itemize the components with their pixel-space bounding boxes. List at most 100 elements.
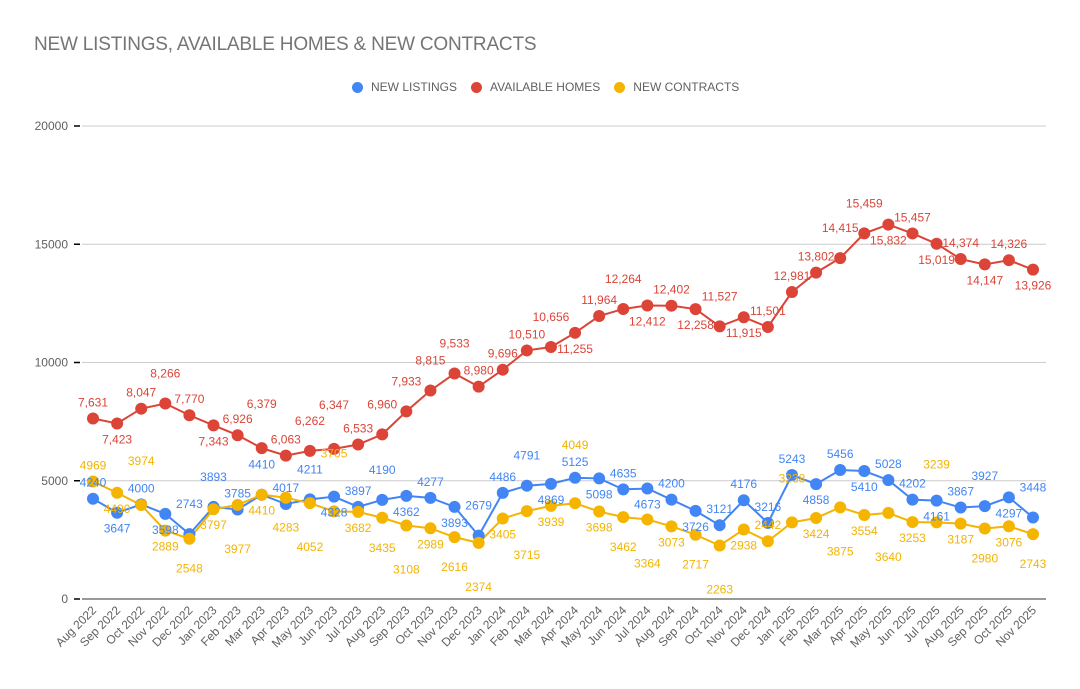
data-point [1027,511,1039,524]
data-label: 4858 [803,493,830,507]
legend-label: NEW CONTRACTS [633,80,740,94]
data-point [906,493,919,506]
data-label: 3462 [610,540,637,554]
data-point [689,504,702,517]
data-label: 7,933 [391,374,421,388]
data-label: 3974 [128,454,155,468]
y-tick-label: 15000 [35,237,69,251]
data-label: 3076 [996,535,1023,549]
data-label: 2980 [971,552,998,566]
data-label: 3647 [104,522,131,536]
data-label: 3867 [947,485,974,499]
data-label: 3424 [803,527,830,541]
legend-item-new-listings[interactable]: NEW LISTINGS [352,80,457,94]
legend-marker [352,81,363,93]
data-label: 4969 [80,458,107,472]
data-label: 6,960 [367,397,397,411]
data-point [954,501,967,514]
data-label: 2374 [465,580,492,594]
data-point [472,380,485,393]
data-label: 4635 [610,466,637,480]
data-label: 3187 [947,533,974,547]
data-point [448,500,461,513]
data-label: 3682 [345,521,372,535]
data-label: 8,815 [415,354,445,368]
data-point [761,516,774,529]
data-label: 12,264 [605,272,642,286]
data-point [328,442,341,455]
data-point [858,227,871,240]
data-label: 4200 [658,477,685,491]
data-label: 2938 [730,539,757,553]
data-label: 5125 [562,455,589,469]
data-label: 15,832 [870,234,907,248]
data-label: 3435 [369,541,396,555]
data-label: 4202 [899,477,926,491]
data-label: 3897 [345,484,372,498]
data-point [1002,491,1015,504]
data-label: 7,631 [78,396,108,410]
data-label: 11,915 [726,326,762,340]
data-point [834,463,847,476]
data-label: 7,423 [102,432,132,446]
data-point [593,472,606,485]
data-label: 10,656 [533,310,570,324]
data-point [713,539,726,552]
data-point [303,444,316,457]
data-point [207,419,220,432]
series-line [92,223,1034,457]
data-label: 3715 [513,548,540,562]
data-label: 4000 [128,481,155,495]
data-label: 4673 [634,497,661,511]
data-point [713,320,726,333]
data-label: 14,374 [942,236,979,250]
data-label: 2743 [1020,557,1047,571]
data-point [496,363,509,376]
data-point [785,285,798,298]
y-tick-label: 10000 [35,356,69,370]
data-point [231,498,244,511]
data-label: 4211 [297,462,323,476]
data-label: 11,964 [581,293,617,307]
data-point [279,491,292,504]
data-point [183,532,196,545]
data-label: 3238 [779,471,806,485]
data-point [328,490,341,503]
data-label: 14,326 [991,237,1028,251]
data-point [593,505,606,518]
data-label: 3797 [200,518,227,532]
data-label: 4190 [369,463,396,477]
data-label: 3785 [224,486,251,500]
data-label: 6,063 [271,433,301,447]
legend-marker [614,81,626,93]
data-label: 11,255 [557,342,593,356]
legend-item-available-homes[interactable]: AVAILABLE HOMES [471,80,600,94]
data-label: 3726 [682,520,709,534]
data-point [978,500,991,513]
legend-item-new-contracts[interactable]: NEW CONTRACTS [614,80,739,94]
data-point [207,503,220,516]
data-label: 2717 [682,558,709,572]
data-point [544,340,557,353]
y-tick-label: 5000 [41,474,68,488]
data-label: 3927 [971,469,998,483]
series-line [92,468,1034,538]
data-point [448,367,461,380]
data-point [544,477,557,490]
data-point [1002,254,1015,267]
data-point [87,475,99,488]
data-point [569,326,582,339]
data-point [183,409,196,422]
data-point [111,486,124,499]
data-point [882,506,895,519]
data-point [376,511,389,524]
data-point [569,497,582,510]
data-label: 12,258 [677,318,714,332]
data-point [665,299,678,312]
data-point [858,465,871,478]
data-point [255,488,268,501]
data-label: 4283 [272,521,299,535]
data-label: 4297 [996,506,1023,520]
data-point [930,237,943,250]
